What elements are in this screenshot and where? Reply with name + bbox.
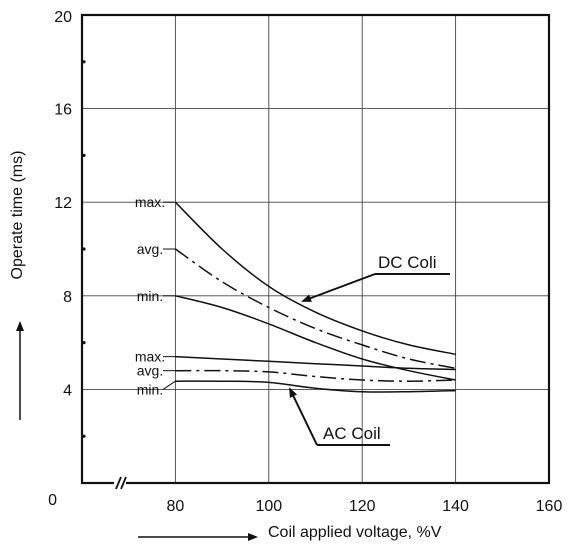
break-stroke-a — [115, 476, 122, 490]
series-label-dc-min: min. — [137, 288, 163, 304]
series-labels: max.avg.min.max.avg.min. — [135, 194, 176, 397]
minor-tick-y-10 — [82, 247, 86, 251]
x-tick-80: 80 — [167, 498, 185, 515]
y-tick-4: 4 — [63, 382, 72, 399]
series-lines — [174, 201, 456, 393]
minor-tick-y-18 — [82, 60, 86, 64]
series-label-dc-max: max. — [135, 194, 165, 210]
x-axis-label: Coil applied voltage, %V — [268, 524, 442, 541]
y-tick-0: 0 — [48, 492, 57, 509]
y-axis-label: Operate time (ms) — [9, 151, 26, 280]
series-label-ac-min: min. — [137, 381, 163, 397]
series-label-ac-max: max. — [135, 349, 165, 365]
series-line-ac-min — [175, 380, 456, 393]
series-label-ac-avg: avg. — [137, 363, 163, 379]
x-axis-break-mark — [114, 474, 127, 492]
minor-tick-y-6 — [82, 341, 86, 345]
y-tick-20: 20 — [54, 9, 72, 26]
x-tick-160: 160 — [536, 498, 563, 515]
x-tick-100: 100 — [255, 498, 282, 515]
minor-tick-y-14 — [82, 153, 86, 157]
series-line-ac-avg — [175, 369, 456, 382]
series-line-ac-max — [175, 355, 456, 371]
plot-frame — [80, 13, 551, 485]
series-line-dc-max — [174, 201, 456, 356]
callout-dc-coil: DC Coli — [378, 253, 437, 272]
x-tick-120: 120 — [349, 498, 376, 515]
series-line-dc-min — [175, 295, 456, 381]
y-tick-16: 16 — [54, 102, 72, 119]
callout-dc-arrow — [301, 273, 376, 302]
callout-ac-arrow — [289, 387, 318, 446]
callouts: DC Coli AC Coil — [289, 253, 450, 446]
minor-tick-y-2 — [82, 434, 86, 438]
tick-labels: 0 4 8 12 16 20 80 100 120 140 160 — [48, 9, 562, 515]
series-label-dc-avg: avg. — [137, 241, 163, 257]
callout-ac-coil: AC Coil — [323, 424, 381, 443]
y-tick-8: 8 — [63, 289, 72, 306]
y-tick-12: 12 — [54, 195, 72, 212]
x-tick-140: 140 — [442, 498, 469, 515]
break-stroke-b — [120, 476, 127, 490]
leader-ac-min — [162, 380, 176, 390]
